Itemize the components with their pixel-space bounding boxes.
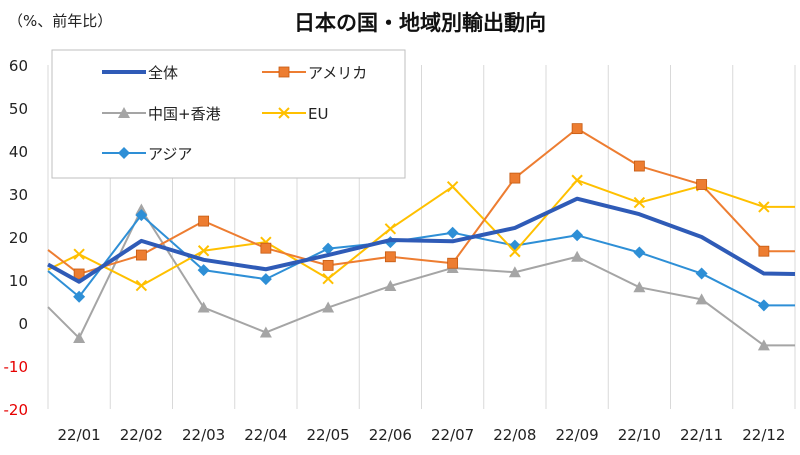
- y-tick-label: 20: [9, 229, 28, 247]
- point-marker: [633, 196, 646, 209]
- point-marker: [508, 266, 521, 278]
- point-marker: [197, 301, 210, 313]
- point-marker: [758, 245, 770, 257]
- point-marker: [322, 301, 335, 313]
- point-marker: [118, 147, 130, 159]
- x-tick-label: 22/06: [369, 426, 412, 444]
- point-marker: [384, 223, 397, 235]
- legend-label: アジア: [148, 145, 192, 163]
- series-0: [47, 196, 796, 284]
- series-group: [47, 123, 796, 351]
- point-marker: [446, 180, 459, 193]
- x-axis: 22/01 22/02 22/03 22/04 22/05 22/06 22/07 22/08…: [58, 426, 786, 444]
- x-tick-label: 22/01: [58, 426, 101, 444]
- y-tick-label: 60: [9, 57, 28, 75]
- point-marker: [135, 209, 148, 222]
- point-marker: [509, 245, 521, 258]
- x-tick-label: 22/02: [120, 426, 163, 444]
- series-line: [47, 127, 795, 275]
- point-marker: [695, 267, 708, 280]
- point-marker: [197, 264, 210, 277]
- legend-label: アメリカ: [308, 64, 367, 82]
- y-tick-label: 0: [18, 315, 28, 333]
- point-marker: [758, 201, 770, 213]
- y-tick-label: 30: [9, 186, 28, 204]
- x-tick-label: 22/11: [680, 426, 723, 444]
- point-marker: [447, 257, 459, 269]
- x-tick-label: 22/09: [556, 426, 599, 444]
- y-axis: 60 50 40 30 20 10 0 -10 -20: [4, 57, 29, 419]
- point-marker: [571, 174, 583, 186]
- point-marker: [384, 251, 396, 263]
- point-marker: [135, 249, 147, 261]
- series-2: [47, 203, 795, 351]
- x-tick-label: 22/03: [182, 426, 225, 444]
- y-tick-label: -10: [4, 358, 29, 376]
- point-marker: [73, 268, 85, 280]
- point-marker: [633, 246, 646, 259]
- point-marker: [73, 290, 86, 303]
- point-marker: [571, 123, 583, 135]
- x-tick-label: 22/08: [493, 426, 536, 444]
- series-line: [47, 214, 795, 307]
- legend-label: EU: [308, 105, 328, 123]
- point-marker: [633, 160, 645, 172]
- point-marker: [198, 215, 210, 227]
- y-tick-label: 40: [9, 143, 28, 161]
- point-marker: [695, 293, 708, 305]
- x-tick-label: 22/05: [307, 426, 350, 444]
- series-1: [47, 123, 795, 280]
- point-marker: [259, 273, 272, 286]
- point-marker: [197, 245, 210, 257]
- point-marker: [509, 172, 521, 184]
- point-marker: [322, 242, 335, 255]
- point-marker: [633, 281, 646, 293]
- x-tick-label: 22/10: [618, 426, 661, 444]
- point-marker: [571, 250, 584, 262]
- series-4: [47, 209, 795, 312]
- legend-label: 中国+香港: [148, 105, 221, 123]
- y-tick-label: 10: [9, 272, 28, 290]
- legend-item: アジア: [102, 145, 192, 163]
- x-tick-label: 22/12: [742, 426, 785, 444]
- legend-label: 全体: [148, 64, 178, 82]
- legend-item: 中国+香港: [102, 105, 221, 123]
- x-tick-label: 22/07: [431, 426, 474, 444]
- series-line: [47, 208, 795, 347]
- series-line: [47, 196, 796, 284]
- point-marker: [278, 66, 290, 78]
- point-marker: [260, 242, 272, 254]
- point-marker: [259, 326, 272, 338]
- point-marker: [135, 279, 148, 292]
- series-line: [47, 179, 795, 287]
- point-marker: [384, 280, 397, 292]
- point-marker: [571, 229, 584, 242]
- chart-title: 日本の国・地域別輸出動向: [294, 11, 546, 35]
- point-marker: [446, 226, 459, 239]
- legend-item: 全体: [102, 64, 178, 82]
- chart-unit-label: （%、前年比）: [8, 12, 112, 30]
- x-tick-label: 22/04: [244, 426, 287, 444]
- point-marker: [322, 273, 334, 285]
- point-marker: [73, 332, 86, 344]
- point-marker: [73, 248, 85, 260]
- legend-item: アメリカ: [262, 64, 367, 82]
- y-tick-label: 50: [9, 100, 28, 118]
- legend-item: EU: [262, 105, 328, 123]
- point-marker: [757, 299, 770, 312]
- point-marker: [135, 203, 148, 215]
- point-marker: [696, 179, 708, 190]
- point-marker: [757, 339, 770, 351]
- point-marker: [278, 107, 290, 119]
- point-marker: [322, 259, 334, 271]
- point-marker: [118, 107, 130, 118]
- y-tick-label: -20: [4, 401, 29, 419]
